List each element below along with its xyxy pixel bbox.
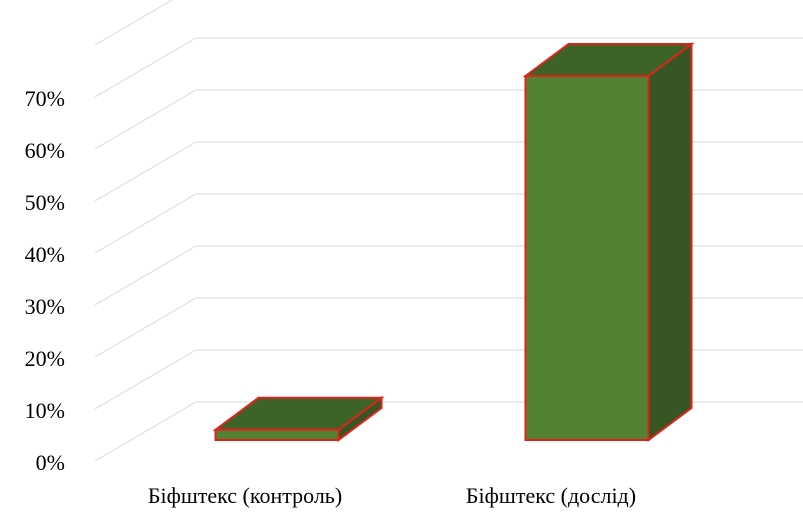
bar-side-face <box>647 42 693 442</box>
gridline <box>94 297 803 358</box>
y-tick-label: 0% <box>36 450 65 475</box>
bar-front-face <box>214 428 340 442</box>
bars <box>212 42 695 442</box>
y-axis-tick-labels: 0% 10% 20% 30% 40% 50% 60% 70% <box>25 86 65 475</box>
y-tick-label: 20% <box>25 346 65 371</box>
y-tick-label: 50% <box>25 190 65 215</box>
gridline <box>94 401 803 462</box>
bar-front-face <box>524 75 650 441</box>
gridline <box>94 141 803 202</box>
x-axis-category-labels: Біфштекс (контроль) Біфштекс (дослід) <box>148 483 636 508</box>
gridline <box>94 349 803 410</box>
gridline <box>94 37 803 98</box>
y-tick-label: 10% <box>25 398 65 423</box>
gridlines <box>94 0 803 462</box>
y-tick-label: 30% <box>25 294 65 319</box>
x-category-label: Біфштекс (дослід) <box>466 483 636 508</box>
y-tick-label: 70% <box>25 86 65 111</box>
gridline <box>94 0 174 46</box>
gridline <box>94 89 803 150</box>
bar <box>522 42 695 442</box>
x-category-label: Біфштекс (контроль) <box>148 483 342 508</box>
gridline <box>94 245 803 306</box>
y-tick-label: 40% <box>25 242 65 267</box>
gridline <box>94 193 803 254</box>
bar <box>212 395 385 442</box>
y-tick-label: 60% <box>25 138 65 163</box>
